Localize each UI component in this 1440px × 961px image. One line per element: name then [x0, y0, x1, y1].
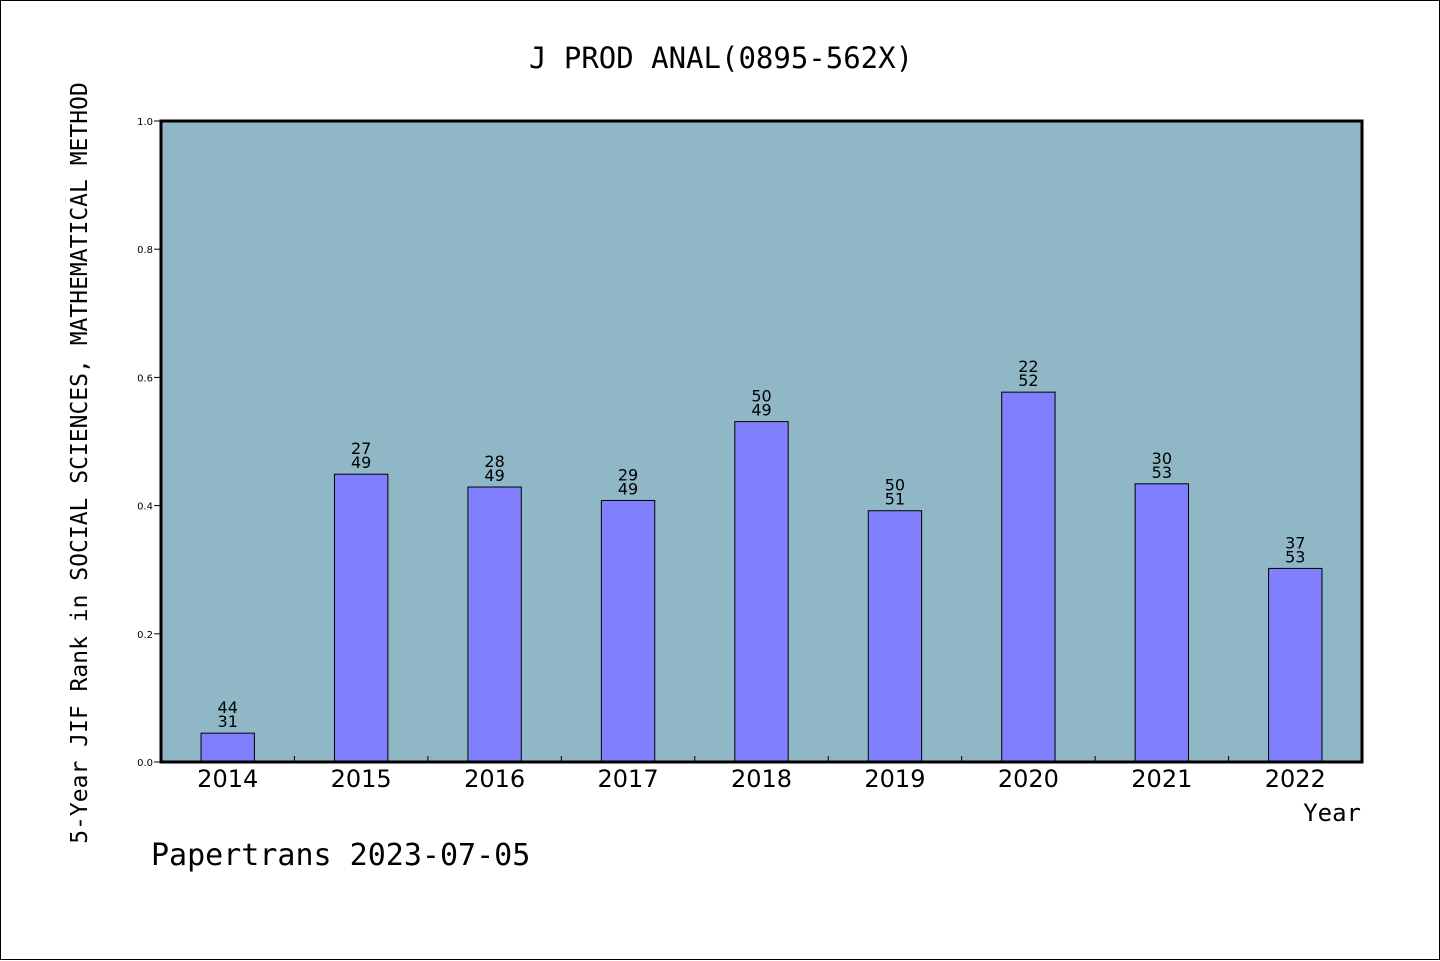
x-tick-label: 2020	[998, 765, 1059, 793]
x-tick-label: 2019	[864, 765, 925, 793]
bar-label-top: 50	[751, 387, 771, 406]
x-tick-label: 2018	[731, 765, 792, 793]
footer-credit: Papertrans 2023-07-05	[151, 838, 530, 873]
bar-label-bottom: 53	[1285, 547, 1305, 566]
bar-label-top: 29	[618, 465, 638, 484]
bar-2020	[1001, 391, 1056, 763]
bar-label-top: 30	[1152, 449, 1172, 468]
x-axis-label: Year	[1303, 799, 1361, 827]
ticks-layer: 0.00.20.40.60.81.04431201427492015284920…	[137, 117, 1326, 793]
bar-2018	[734, 421, 789, 763]
bar-label-bottom: 53	[1152, 463, 1172, 482]
y-tick-label: 0.0	[137, 758, 153, 769]
bar-label-top: 44	[218, 698, 238, 717]
bar-2019	[867, 510, 923, 763]
x-tick-label: 2017	[598, 765, 659, 793]
bar-label-bottom: 52	[1018, 371, 1038, 390]
bar-label-bottom: 31	[218, 712, 238, 731]
bar-label-top: 22	[1018, 357, 1038, 376]
bar-label-bottom: 49	[351, 453, 371, 472]
bar-2017	[600, 499, 656, 763]
x-tick-label: 2021	[1131, 765, 1192, 793]
y-tick-label: 0.4	[137, 502, 153, 513]
y-tick-label: 0.2	[137, 630, 153, 641]
y-axis-label: 5-Year JIF Rank in SOCIAL SCIENCES, MATH…	[67, 82, 93, 844]
bar-label-top: 50	[885, 476, 905, 495]
bar-2014	[200, 732, 255, 763]
chart-title: J PROD ANAL(0895-562X)	[529, 41, 913, 75]
bar-label-bottom: 49	[484, 466, 504, 485]
x-tick-label: 2016	[464, 765, 525, 793]
bar-label-bottom: 51	[885, 490, 905, 509]
y-tick-label: 1.0	[137, 117, 153, 128]
bar-2016	[467, 486, 522, 763]
bar-2021	[1134, 483, 1190, 763]
bar-label-top: 28	[484, 452, 504, 471]
y-tick-label: 0.8	[137, 245, 153, 256]
bar-label-top: 37	[1285, 533, 1305, 552]
bars-layer	[200, 391, 1323, 763]
x-tick-label: 2015	[331, 765, 392, 793]
bar-label-bottom: 49	[618, 479, 638, 498]
bar-label-top: 27	[351, 439, 371, 458]
y-tick-label: 0.6	[137, 373, 153, 384]
x-tick-label: 2014	[197, 765, 258, 793]
bar-label-bottom: 49	[751, 401, 771, 420]
x-tick-label: 2022	[1265, 765, 1326, 793]
bar-2022	[1268, 567, 1323, 763]
plot-frame	[159, 119, 1364, 764]
bar-2015	[333, 473, 389, 763]
